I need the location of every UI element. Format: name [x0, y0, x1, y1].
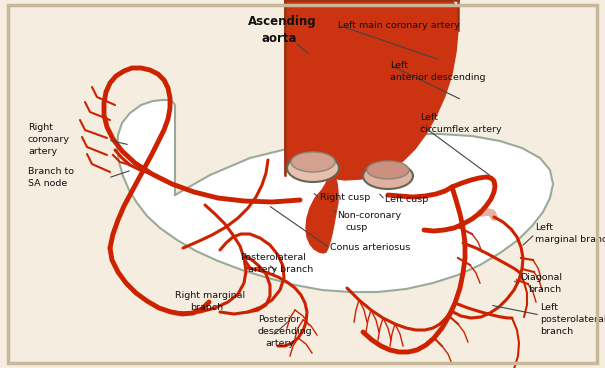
- Text: Branch to: Branch to: [28, 167, 74, 177]
- Text: Conus arteriosus: Conus arteriosus: [330, 244, 410, 252]
- Text: SA node: SA node: [28, 180, 67, 188]
- Text: branch: branch: [540, 328, 573, 336]
- Text: Right cusp: Right cusp: [320, 194, 370, 202]
- Text: Left: Left: [420, 113, 438, 123]
- Ellipse shape: [367, 161, 409, 179]
- Text: Left: Left: [540, 304, 558, 312]
- Text: aorta: aorta: [262, 32, 298, 45]
- Text: descending: descending: [258, 328, 313, 336]
- Text: Left main coronary artery: Left main coronary artery: [338, 21, 460, 29]
- Ellipse shape: [287, 154, 339, 182]
- Ellipse shape: [363, 163, 413, 189]
- Text: cusp: cusp: [345, 223, 367, 231]
- Text: Posterior: Posterior: [258, 315, 300, 325]
- Text: artery branch: artery branch: [248, 265, 313, 275]
- Text: Non-coronary: Non-coronary: [337, 210, 401, 219]
- Text: Left: Left: [535, 223, 553, 233]
- Text: Diagonal: Diagonal: [520, 273, 562, 283]
- Text: marginal branch: marginal branch: [535, 236, 605, 244]
- Text: coronary: coronary: [28, 135, 70, 145]
- Text: Left cusp: Left cusp: [385, 195, 428, 205]
- Polygon shape: [117, 100, 553, 292]
- Ellipse shape: [291, 152, 335, 172]
- Text: artery: artery: [265, 340, 294, 348]
- Text: Right: Right: [28, 124, 53, 132]
- Text: posterolateral: posterolateral: [540, 315, 605, 325]
- Text: branch: branch: [190, 302, 223, 311]
- Text: branch: branch: [528, 286, 561, 294]
- Text: Left: Left: [390, 60, 408, 70]
- Polygon shape: [285, 0, 458, 180]
- Text: Right marginal: Right marginal: [175, 290, 245, 300]
- Text: Posterolateral: Posterolateral: [240, 254, 306, 262]
- Text: anterior descending: anterior descending: [390, 74, 485, 82]
- Text: circumflex artery: circumflex artery: [420, 125, 502, 134]
- Text: Ascending: Ascending: [248, 15, 316, 28]
- Text: artery: artery: [28, 148, 57, 156]
- Polygon shape: [306, 173, 338, 253]
- Polygon shape: [285, 0, 348, 175]
